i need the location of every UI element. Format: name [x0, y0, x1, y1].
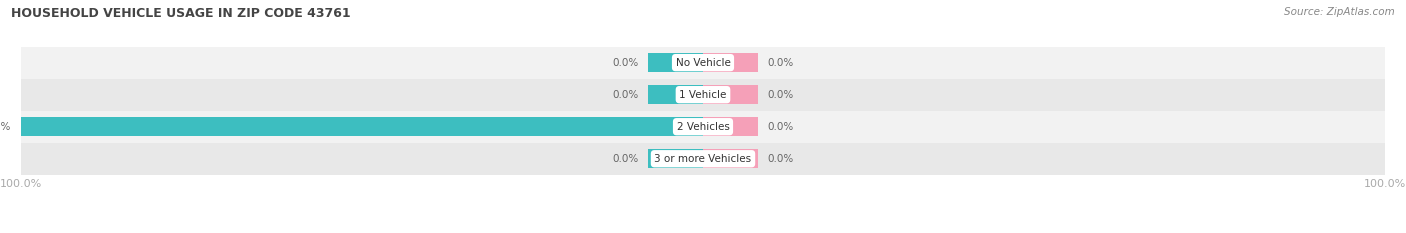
Text: 1 Vehicle: 1 Vehicle: [679, 90, 727, 100]
Bar: [703, 117, 758, 136]
Text: 0.0%: 0.0%: [612, 154, 638, 164]
Text: No Vehicle: No Vehicle: [675, 58, 731, 68]
Text: 0.0%: 0.0%: [768, 154, 794, 164]
Bar: [703, 85, 758, 104]
Bar: [648, 53, 703, 72]
Text: 0.0%: 0.0%: [768, 90, 794, 100]
Bar: [703, 149, 758, 168]
Bar: [648, 85, 703, 104]
Text: 0.0%: 0.0%: [612, 58, 638, 68]
Text: HOUSEHOLD VEHICLE USAGE IN ZIP CODE 43761: HOUSEHOLD VEHICLE USAGE IN ZIP CODE 4376…: [11, 7, 352, 20]
Bar: [21, 117, 703, 136]
Text: 0.0%: 0.0%: [768, 58, 794, 68]
Bar: [21, 143, 1385, 175]
Text: Source: ZipAtlas.com: Source: ZipAtlas.com: [1284, 7, 1395, 17]
Text: 2 Vehicles: 2 Vehicles: [676, 122, 730, 132]
Text: 0.0%: 0.0%: [768, 122, 794, 132]
Text: 100.0%: 100.0%: [0, 122, 11, 132]
Bar: [21, 79, 1385, 111]
Bar: [703, 53, 758, 72]
Text: 0.0%: 0.0%: [612, 90, 638, 100]
Legend: Owner-occupied, Renter-occupied: Owner-occupied, Renter-occupied: [586, 230, 820, 233]
Bar: [21, 47, 1385, 79]
Text: 3 or more Vehicles: 3 or more Vehicles: [654, 154, 752, 164]
Bar: [648, 149, 703, 168]
Bar: [21, 111, 1385, 143]
